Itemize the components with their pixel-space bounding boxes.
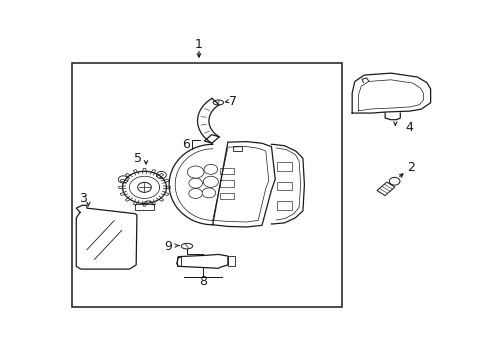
- Bar: [277, 201, 291, 210]
- Bar: [220, 168, 233, 174]
- Bar: [227, 256, 234, 266]
- Ellipse shape: [181, 243, 192, 249]
- Polygon shape: [135, 204, 154, 210]
- Circle shape: [143, 201, 153, 208]
- Bar: [220, 193, 233, 199]
- Text: 4: 4: [405, 121, 413, 134]
- Bar: [220, 180, 233, 186]
- Circle shape: [203, 176, 218, 187]
- Bar: [72, 63, 341, 307]
- Bar: [176, 257, 180, 266]
- Circle shape: [118, 176, 128, 183]
- Circle shape: [203, 164, 217, 174]
- Bar: [277, 162, 291, 171]
- Text: 2: 2: [406, 161, 414, 175]
- Text: 8: 8: [199, 275, 207, 288]
- Circle shape: [188, 188, 202, 198]
- Bar: [232, 146, 242, 151]
- Ellipse shape: [213, 100, 223, 105]
- Text: 9: 9: [163, 240, 172, 253]
- Circle shape: [188, 178, 202, 188]
- Text: 3: 3: [79, 192, 87, 205]
- Bar: [277, 182, 291, 190]
- Circle shape: [187, 166, 203, 178]
- Text: 1: 1: [195, 38, 203, 51]
- Circle shape: [156, 171, 166, 179]
- Text: 7: 7: [228, 95, 236, 108]
- Text: 6: 6: [182, 138, 190, 151]
- Circle shape: [202, 188, 215, 198]
- Text: 5: 5: [134, 152, 142, 165]
- Circle shape: [138, 183, 151, 192]
